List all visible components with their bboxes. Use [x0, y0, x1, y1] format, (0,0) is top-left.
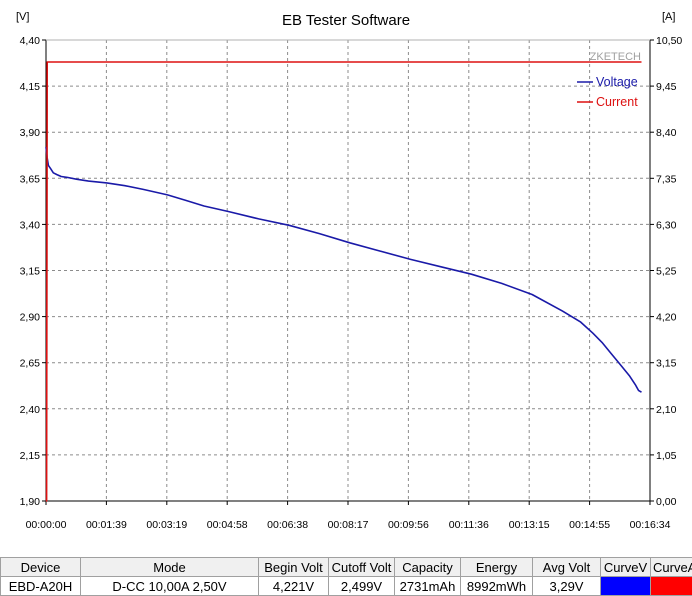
x-tick-label: 00:14:55 [569, 519, 610, 531]
summary-header-cell: CurveA [650, 557, 692, 577]
right-tick-label: 0,00 [656, 496, 677, 508]
right-tick-label: 9,45 [656, 81, 677, 93]
summary-header-cell: CurveV [600, 557, 651, 577]
curve-color-swatch [600, 576, 651, 596]
right-tick-label: 2,10 [656, 404, 677, 416]
summary-value-cell: 2,499V [328, 576, 395, 596]
x-tick-label: 00:16:34 [630, 519, 671, 531]
chart-background [0, 0, 692, 555]
summary-data-row: EBD-A20H D-CC 10,00A 2,50V 4,221V 2,499V 273… [0, 576, 692, 596]
x-tick-label: 00:03:19 [146, 519, 187, 531]
left-tick-label: 2,15 [20, 450, 41, 462]
left-tick-label: 2,65 [20, 358, 41, 370]
left-tick-label: 1,90 [20, 496, 41, 508]
summary-header-cell: Energy [460, 557, 533, 577]
summary-value-cell: 3,29V [532, 576, 601, 596]
brand-watermark: ZKETECH [590, 51, 641, 63]
right-tick-label: 10,50 [656, 35, 682, 47]
left-tick-label: 3,15 [20, 266, 41, 278]
left-tick-label: 3,65 [20, 173, 41, 185]
legend-label-current: Current [596, 95, 638, 109]
left-axis-unit: [V] [16, 11, 29, 23]
summary-value-cell: EBD-A20H [0, 576, 81, 596]
summary-value-cell: 8992mWh [460, 576, 533, 596]
series-lines [45, 61, 642, 502]
summary-header-cell: Device [0, 557, 81, 577]
summary-value-cell: 4,221V [258, 576, 329, 596]
right-tick-label: 6,30 [656, 219, 677, 231]
right-tick-label: 5,25 [656, 266, 677, 278]
right-tick-label: 4,20 [656, 312, 677, 324]
legend-label-voltage: Voltage [596, 75, 638, 89]
left-tick-label: 4,15 [20, 81, 41, 93]
summary-table: Device Mode Begin Volt Cutoff Volt Capacity E… [0, 557, 692, 596]
curve-color-swatch [650, 576, 692, 596]
left-tick-label: 4,40 [20, 35, 41, 47]
x-tick-label: 00:01:39 [86, 519, 127, 531]
x-tick-label: 00:08:17 [328, 519, 369, 531]
x-tick-label: 00:00:00 [26, 519, 67, 531]
tick-labels: 4,40 4,15 3,90 3,65 3,40 3,15 2,90 2,65 2,40 2,15… [20, 35, 683, 531]
summary-header-cell: Avg Volt [532, 557, 601, 577]
summary-header-cell: Begin Volt [258, 557, 329, 577]
summary-header-cell: Mode [80, 557, 259, 577]
summary-value-cell: D-CC 10,00A 2,50V [80, 576, 259, 596]
x-tick-label: 00:04:58 [207, 519, 248, 531]
right-tick-label: 1,05 [656, 450, 677, 462]
left-tick-label: 2,90 [20, 312, 41, 324]
x-tick-label: 00:13:15 [509, 519, 550, 531]
right-tick-label: 3,15 [656, 358, 677, 370]
summary-header-row: Device Mode Begin Volt Cutoff Volt Capacity E… [0, 557, 692, 577]
left-tick-label: 3,90 [20, 127, 41, 139]
left-tick-label: 2,40 [20, 404, 41, 416]
series-line-voltage [45, 146, 642, 393]
chart-area: EB Tester Software [V] [A] 4,40 4,15 3,90 3… [0, 0, 692, 555]
legend: Voltage Current [577, 75, 638, 109]
chart-svg: EB Tester Software [V] [A] 4,40 4,15 3,90 3… [0, 0, 692, 555]
chart-title: EB Tester Software [282, 12, 410, 29]
x-tick-label: 00:09:56 [388, 519, 429, 531]
x-tick-label: 00:11:36 [449, 519, 489, 531]
left-tick-label: 3,40 [20, 219, 41, 231]
right-axis-unit: [A] [662, 11, 675, 23]
summary-header-cell: Cutoff Volt [328, 557, 395, 577]
summary-value-cell: 2731mAh [394, 576, 461, 596]
x-tick-label: 00:06:38 [267, 519, 308, 531]
grid-lines [46, 40, 650, 501]
right-tick-label: 8,40 [656, 127, 677, 139]
summary-header-cell: Capacity [394, 557, 461, 577]
series-line-current [45, 61, 642, 502]
right-tick-label: 7,35 [656, 173, 677, 185]
